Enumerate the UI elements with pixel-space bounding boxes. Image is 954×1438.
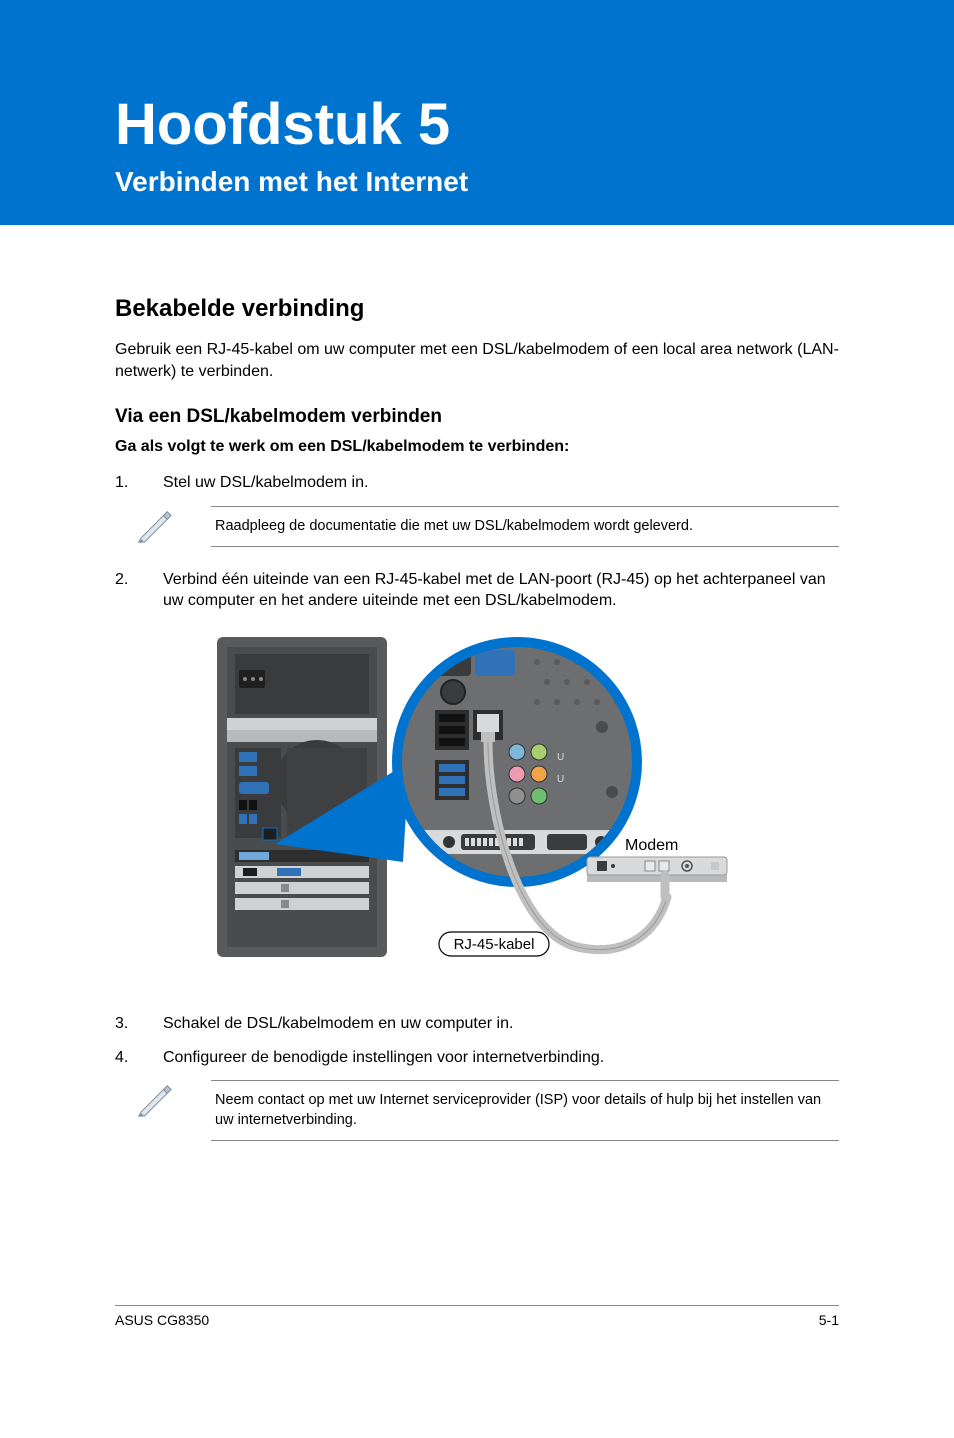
- page: Hoofdstuk 5 Verbinden met het Internet B…: [0, 0, 954, 1438]
- step-4: 4. Configureer de benodigde instellingen…: [115, 1047, 839, 1069]
- note-1: Raadpleeg de documentatie die met uw DSL…: [115, 506, 839, 549]
- step-1: 1. Stel uw DSL/kabelmodem in.: [115, 472, 839, 494]
- diagram-svg: U U: [217, 632, 737, 977]
- note-2-text: Neem contact op met uw Internet servicep…: [211, 1080, 839, 1141]
- note-2: Neem contact op met uw Internet servicep…: [115, 1080, 839, 1141]
- step-text: Verbind één uiteinde van een RJ-45-kabel…: [163, 569, 839, 612]
- connection-diagram: U U: [115, 632, 839, 977]
- chapter-banner: Hoofdstuk 5 Verbinden met het Internet: [0, 0, 954, 225]
- note-1-text: Raadpleeg de documentatie die met uw DSL…: [211, 506, 839, 548]
- step-number: 3.: [115, 1013, 163, 1035]
- step-2: 2. Verbind één uiteinde van een RJ-45-ka…: [115, 569, 839, 612]
- section-heading: Bekabelde verbinding: [115, 295, 839, 323]
- content-area: Bekabelde verbinding Gebruik een RJ-45-k…: [0, 225, 954, 1141]
- step-text: Stel uw DSL/kabelmodem in.: [163, 472, 839, 494]
- magnifier-lens: U U: [397, 642, 637, 882]
- svg-text:RJ-45-kabel: RJ-45-kabel: [454, 936, 535, 953]
- rj45-cable-label: RJ-45-kabel: [439, 932, 549, 956]
- chapter-title: Hoofdstuk 5: [115, 95, 954, 156]
- subsection-heading: Via een DSL/kabelmodem verbinden: [115, 406, 839, 428]
- note-icon-col: [115, 1080, 211, 1123]
- svg-text:U: U: [557, 752, 564, 763]
- step-text: Schakel de DSL/kabelmodem en uw computer…: [163, 1013, 839, 1035]
- step-number: 4.: [115, 1047, 163, 1069]
- svg-text:U: U: [557, 774, 564, 785]
- pen-icon: [135, 506, 173, 544]
- step-list-2: 2. Verbind één uiteinde van een RJ-45-ka…: [115, 569, 839, 612]
- step-text: Configureer de benodigde instellingen vo…: [163, 1047, 839, 1069]
- chapter-subtitle: Verbinden met het Internet: [115, 166, 954, 198]
- modem-device: [587, 857, 727, 897]
- instruction-lead: Ga als volgt te werk om een DSL/kabelmod…: [115, 438, 839, 456]
- pen-icon: [135, 1080, 173, 1118]
- step-number: 2.: [115, 569, 163, 612]
- footer-left: ASUS CG8350: [115, 1312, 209, 1328]
- note-icon-col: [115, 506, 211, 549]
- step-number: 1.: [115, 472, 163, 494]
- page-footer: ASUS CG8350 5-1: [115, 1305, 839, 1328]
- step-list: 1. Stel uw DSL/kabelmodem in.: [115, 472, 839, 494]
- section-intro: Gebruik een RJ-45-kabel om uw computer m…: [115, 339, 839, 382]
- modem-label: Modem: [625, 837, 678, 854]
- step-list-3: 3. Schakel de DSL/kabelmodem en uw compu…: [115, 1013, 839, 1068]
- step-3: 3. Schakel de DSL/kabelmodem en uw compu…: [115, 1013, 839, 1035]
- footer-right: 5-1: [819, 1312, 839, 1328]
